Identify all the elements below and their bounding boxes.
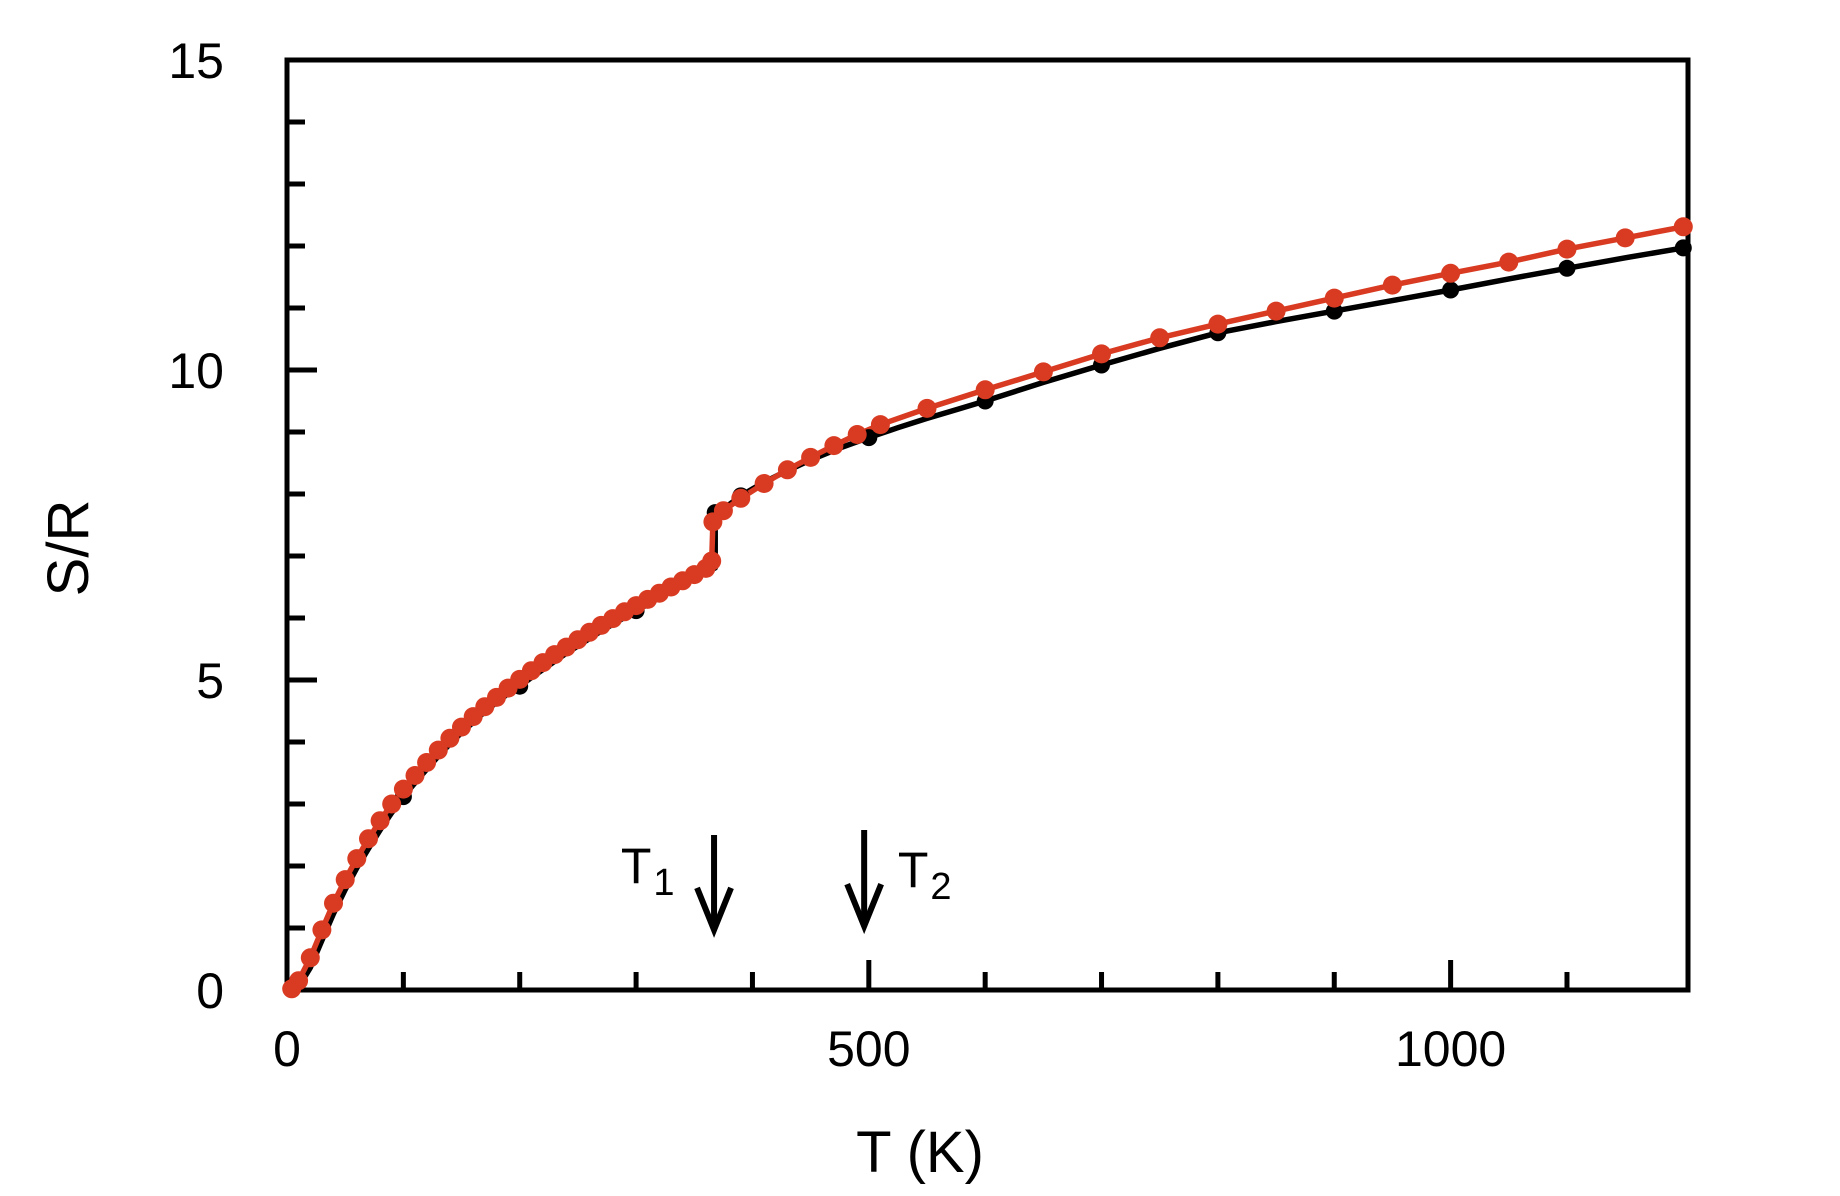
red-curve-marker	[335, 870, 355, 890]
red-curve-marker	[847, 425, 867, 444]
red-curve-marker	[1150, 328, 1170, 348]
red-curve-marker	[289, 971, 309, 991]
black-curve-marker	[1442, 281, 1460, 299]
red-curve-marker	[300, 948, 320, 968]
T1-transition-label: T1	[621, 838, 675, 904]
red-curve-marker	[1266, 301, 1286, 321]
red-curve-marker	[324, 893, 343, 913]
red-curve-marker	[777, 460, 797, 480]
y-tick-label: 0	[196, 963, 224, 1019]
black-curve-marker	[1674, 239, 1692, 257]
red-curve-marker	[405, 766, 425, 785]
red-curve-marker	[1557, 239, 1577, 259]
black-curve-marker	[1558, 259, 1576, 277]
red-curve-marker	[1208, 314, 1228, 334]
red-curve-marker	[1382, 275, 1402, 295]
red-curve-marker	[713, 501, 733, 521]
y-tick-label: 15	[168, 33, 224, 89]
red-curve-marker	[393, 779, 413, 799]
red-curve-marker	[917, 398, 937, 418]
T2-transition-arrow-head	[844, 883, 884, 935]
x-axis-title: T (K)	[856, 1120, 984, 1185]
y-axis-title: S/R	[36, 500, 101, 597]
y-tick-label: 10	[168, 343, 224, 399]
red-curve-marker	[359, 829, 378, 849]
T2-transition-label: T2	[898, 842, 952, 908]
red-curve-marker	[1324, 288, 1344, 308]
red-curve-marker	[312, 920, 332, 940]
red-curve-line	[284, 224, 1687, 993]
y-tick-label: 5	[196, 653, 224, 709]
red-curve-marker	[347, 849, 367, 869]
x-tick-label: 500	[827, 1021, 910, 1077]
red-curve-marker	[1499, 252, 1519, 272]
red-curve-marker	[754, 474, 774, 493]
red-curve-marker	[801, 447, 821, 467]
red-curve-marker	[382, 794, 402, 814]
red-curve-marker	[428, 740, 448, 760]
x-tick-label: 1000	[1395, 1021, 1506, 1077]
red-curve-marker	[1092, 344, 1111, 364]
red-curve-marker	[1033, 362, 1053, 382]
red-curve-marker	[702, 551, 722, 571]
red-curve-marker	[975, 380, 995, 400]
black-curve-marker	[1325, 302, 1343, 320]
red-curve-marker	[824, 436, 844, 456]
red-curve-marker	[731, 488, 751, 508]
red-curve-marker	[870, 415, 890, 435]
plot-frame	[284, 57, 1691, 993]
x-tick-label: 0	[273, 1021, 301, 1077]
black-curve-line	[284, 245, 1687, 993]
red-curve-marker	[370, 811, 390, 831]
red-curve-marker	[1615, 228, 1635, 248]
red-curve-marker	[1441, 263, 1461, 283]
red-curve-marker	[1673, 217, 1693, 237]
T1-transition-arrow-head	[694, 886, 734, 938]
red-curve-marker	[417, 753, 437, 772]
